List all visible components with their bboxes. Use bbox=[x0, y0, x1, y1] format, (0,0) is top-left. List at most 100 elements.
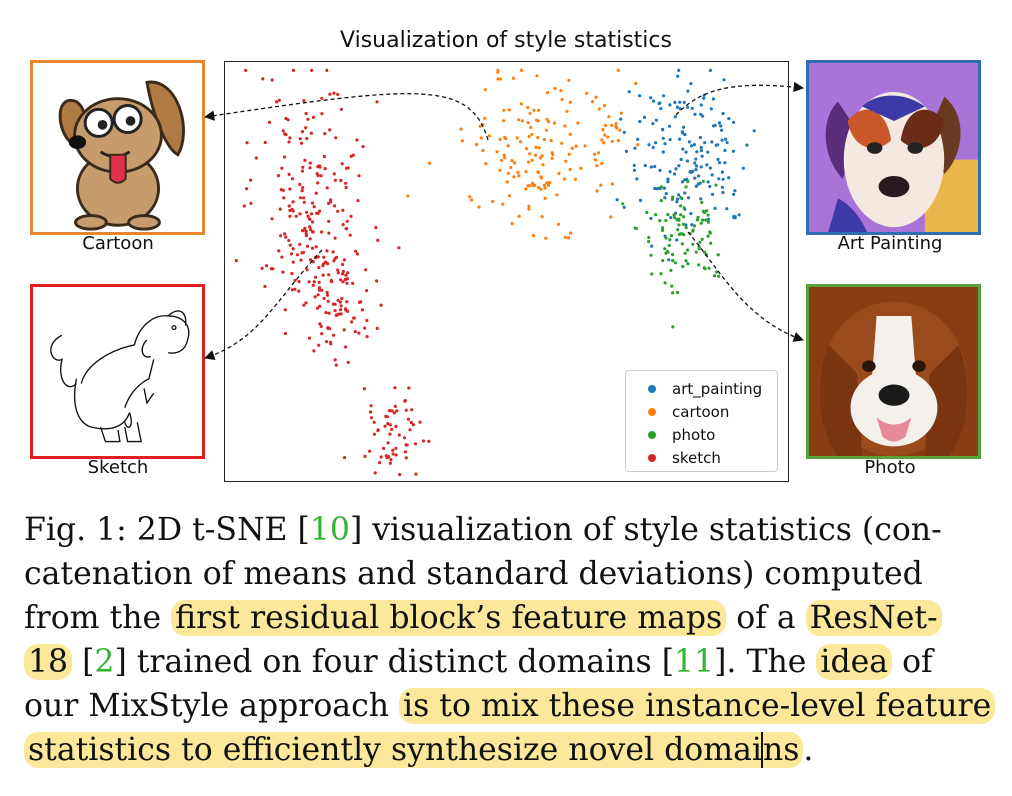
scatter-point-photo bbox=[679, 196, 683, 200]
scatter-point-sketch bbox=[260, 266, 264, 270]
scatter-point-cartoon bbox=[594, 95, 598, 99]
scatter-point-cartoon bbox=[517, 118, 521, 122]
caption-line-4: 18 [2] trained on four distinct domains … bbox=[24, 640, 984, 684]
scatter-point-sketch bbox=[352, 316, 356, 320]
scatter-point-photo bbox=[697, 263, 701, 267]
scatter-point-sketch bbox=[300, 169, 305, 173]
scatter-point-sketch bbox=[317, 286, 322, 290]
scatter-point-sketch bbox=[317, 280, 321, 284]
scatter-point-art_painting bbox=[652, 99, 656, 103]
scatter-point-photo bbox=[686, 248, 690, 252]
scatter-point-cartoon bbox=[542, 137, 546, 142]
scatter-point-cartoon bbox=[549, 139, 553, 143]
scatter-point-sketch bbox=[338, 300, 342, 304]
scatter-point-cartoon bbox=[550, 156, 554, 160]
scatter-point-sketch bbox=[345, 277, 349, 281]
scatter-point-sketch bbox=[293, 278, 297, 282]
scatter-point-sketch bbox=[288, 136, 292, 140]
scatter-point-cartoon bbox=[539, 187, 543, 191]
scatter-point-art_painting bbox=[721, 190, 725, 195]
scatter-point-cartoon bbox=[568, 100, 572, 104]
scatter-point-photo bbox=[714, 270, 719, 274]
scatter-point-sketch bbox=[386, 422, 390, 426]
citation-link[interactable]: 2 bbox=[94, 644, 115, 680]
scatter-point-art_painting bbox=[695, 150, 699, 154]
scatter-point-cartoon bbox=[562, 177, 566, 181]
scatter-point-cartoon bbox=[619, 111, 623, 115]
highlight: first residual block’s feature maps bbox=[171, 600, 727, 636]
scatter-point-cartoon bbox=[565, 109, 569, 113]
scatter-point-art_painting bbox=[694, 157, 698, 161]
scatter-point-cartoon bbox=[564, 159, 568, 163]
scatter-point-photo bbox=[707, 266, 711, 270]
scatter-point-sketch bbox=[394, 453, 398, 457]
scatter-point-sketch bbox=[397, 246, 401, 250]
scatter-point-cartoon bbox=[468, 195, 472, 199]
scatter-point-photo bbox=[663, 247, 667, 251]
scatter-point-cartoon bbox=[504, 137, 508, 141]
scatter-point-photo bbox=[649, 253, 653, 257]
scatter-point-art_painting bbox=[725, 140, 729, 145]
scatter-point-sketch bbox=[363, 454, 367, 458]
legend-label: photo bbox=[672, 425, 716, 444]
scatter-point-sketch bbox=[306, 214, 310, 218]
scatter-point-art_painting bbox=[721, 177, 725, 181]
scatter-point-sketch bbox=[392, 411, 396, 415]
sketch-label: Sketch bbox=[87, 457, 149, 478]
scatter-point-sketch bbox=[339, 107, 343, 111]
scatter-point-photo bbox=[663, 281, 667, 285]
scatter-point-sketch bbox=[341, 262, 345, 267]
scatter-point-photo bbox=[679, 213, 683, 217]
scatter-point-art_painting bbox=[737, 213, 741, 217]
scatter-point-art_painting bbox=[642, 115, 647, 119]
scatter-point-photo bbox=[621, 202, 625, 206]
scatter-point-sketch bbox=[277, 249, 281, 253]
scatter-point-sketch bbox=[305, 210, 309, 214]
scatter-point-art_painting bbox=[689, 144, 694, 148]
scatter-point-sketch bbox=[405, 443, 409, 447]
citation-link[interactable]: 10 bbox=[309, 512, 350, 548]
scatter-point-photo bbox=[700, 237, 704, 241]
scatter-point-sketch bbox=[280, 166, 284, 170]
scatter-point-cartoon bbox=[543, 186, 547, 190]
scatter-point-cartoon bbox=[526, 184, 530, 188]
scatter-point-art_painting bbox=[722, 78, 726, 82]
scatter-point-cartoon bbox=[614, 122, 618, 126]
scatter-point-art_painting bbox=[703, 141, 707, 145]
scatter-point-sketch bbox=[365, 289, 369, 293]
scatter-point-cartoon bbox=[501, 202, 505, 206]
scatter-point-art_painting bbox=[661, 128, 665, 132]
scatter-point-photo bbox=[682, 215, 686, 219]
scatter-point-art_painting bbox=[677, 164, 681, 168]
scatter-point-sketch bbox=[379, 455, 383, 459]
scatter-point-sketch bbox=[341, 269, 345, 274]
scatter-point-sketch bbox=[393, 404, 397, 408]
scatter-point-art_painting bbox=[723, 148, 727, 153]
caption-line-3: from the first residual block’s feature … bbox=[24, 596, 984, 640]
scatter-point-art_painting bbox=[723, 161, 727, 165]
scatter-point-photo bbox=[673, 261, 677, 265]
scatter-point-cartoon bbox=[603, 133, 607, 137]
scatter-point-sketch bbox=[339, 312, 343, 316]
scatter-point-photo bbox=[699, 221, 703, 225]
scatter-point-cartoon bbox=[519, 68, 524, 72]
scatter-point-cartoon bbox=[519, 102, 523, 106]
legend-marker bbox=[648, 384, 656, 393]
scatter-point-sketch bbox=[391, 452, 395, 456]
scatter-point-sketch bbox=[375, 326, 379, 330]
scatter-point-cartoon bbox=[600, 138, 604, 142]
scatter-point-art_painting bbox=[622, 205, 626, 209]
scatter-point-cartoon bbox=[603, 104, 607, 108]
citation-link[interactable]: 11 bbox=[674, 644, 715, 680]
scatter-point-art_painting bbox=[655, 187, 659, 191]
scatter-point-sketch bbox=[379, 303, 383, 307]
sketch-dog-image bbox=[33, 287, 202, 456]
scatter-point-sketch bbox=[263, 140, 267, 145]
scatter-point-cartoon bbox=[616, 139, 620, 143]
scatter-point-sketch bbox=[287, 140, 291, 144]
scatter-point-sketch bbox=[320, 332, 324, 336]
scatter-point-art_painting bbox=[710, 173, 714, 177]
scatter-point-photo bbox=[668, 238, 672, 242]
scatter-point-photo bbox=[659, 272, 663, 276]
scatter-point-sketch bbox=[245, 187, 249, 191]
